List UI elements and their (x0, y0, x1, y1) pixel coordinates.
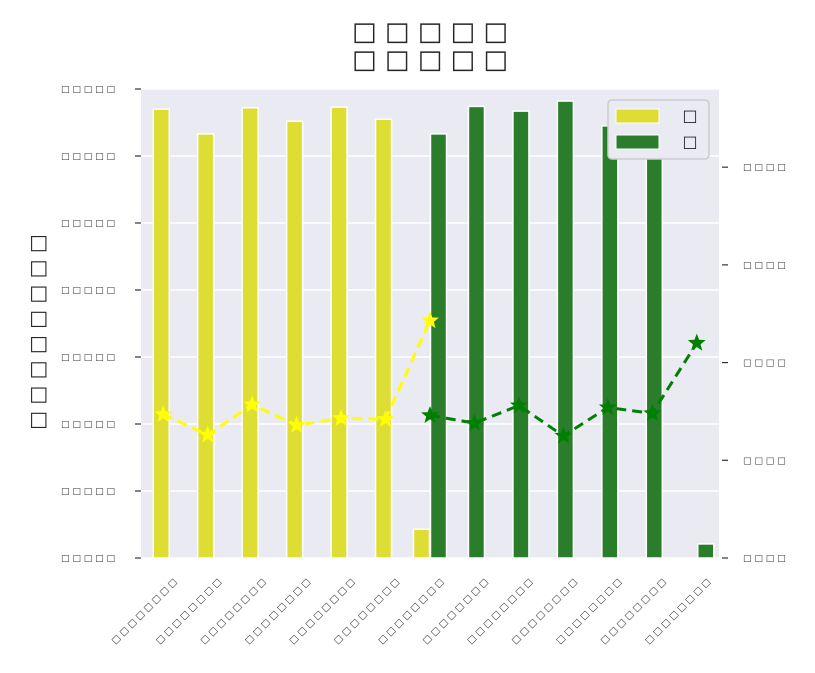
left-y-axis: □ □ □ □ □ □ □ □ □ □ □ □ □ □ □ □ □ □ □ □ □ □ … (61, 85, 141, 564)
line-1-marker-9 (554, 426, 573, 444)
line-1-marker-8 (509, 396, 528, 414)
right-tick-label-0: □ □ □ □ (743, 554, 786, 564)
chart-title-line-2: □ □ □ □ □ (352, 45, 508, 75)
left-tick-label-5: □ □ □ □ □ (61, 219, 115, 229)
bar-green-8 (512, 110, 530, 559)
bar-green-11 (645, 115, 664, 559)
line-1-marker-7 (465, 413, 484, 431)
line-series (154, 311, 706, 444)
left-tick-label-0: □ □ □ □ □ (61, 554, 115, 564)
line-0-marker-6 (421, 311, 439, 329)
x-axis: □ □ □ □ □ □ □ □□ □ □ □ □ □ □ □□ □ □ □ □ … (110, 577, 713, 646)
bar-yellow-4 (330, 106, 348, 559)
line-0-marker-0 (154, 404, 173, 422)
bar-yellow-3 (285, 120, 304, 559)
line-0-marker-5 (376, 409, 395, 427)
line-1-marker-11 (643, 403, 662, 421)
bar-yellow-1 (196, 133, 215, 559)
bar-yellow-0 (152, 108, 170, 559)
bar-yellow-2 (241, 107, 259, 559)
y-axis-label: □ □ □ □ □ □ □ □ (25, 234, 49, 430)
left-tick-label-3: □ □ □ □ □ (61, 353, 115, 363)
left-tick-label-6: □ □ □ □ □ (61, 152, 115, 162)
right-tick-label-4: □ □ □ □ (743, 163, 786, 173)
legend-swatch-1 (615, 134, 660, 150)
legend-label-1: □ (682, 132, 697, 151)
bar-green-9 (556, 100, 575, 559)
line-0-marker-1 (198, 425, 217, 443)
line-1-marker-6 (421, 405, 439, 423)
bar-series (152, 100, 715, 559)
left-tick-label-2: □ □ □ □ □ (61, 420, 115, 430)
line-1-marker-10 (598, 398, 617, 416)
legend: □□ (607, 99, 710, 160)
chart-title-line-1: □ □ □ □ □ (352, 17, 508, 47)
bar-yellow-5 (374, 118, 393, 559)
bar-green-10 (601, 125, 619, 559)
bar-green-7 (467, 105, 486, 559)
right-y-axis: □ □ □ □ □ □ □ □ □ □ □ □ □ □ □ □ □ □ □ □ (722, 163, 786, 564)
bar-green-12 (697, 543, 715, 559)
legend-label-0: □ (682, 106, 697, 125)
legend-swatch-0 (615, 108, 660, 124)
line-1-marker-12 (687, 333, 706, 351)
left-tick-label-1: □ □ □ □ □ (61, 487, 115, 497)
line-0-marker-3 (287, 415, 306, 433)
right-tick-label-2: □ □ □ □ (743, 359, 786, 369)
line-0-marker-4 (332, 408, 351, 426)
right-tick-label-1: □ □ □ □ (743, 456, 786, 466)
bar-yellow-6 (412, 528, 431, 559)
right-tick-label-3: □ □ □ □ (743, 261, 786, 271)
left-tick-label-7: □ □ □ □ □ (61, 85, 115, 95)
line-0-marker-2 (243, 395, 262, 413)
left-tick-label-4: □ □ □ □ □ (61, 286, 115, 296)
chart-title: □ □ □ □ □ □ □ □ □ □ (352, 17, 508, 75)
bar-green-6 (429, 133, 448, 559)
